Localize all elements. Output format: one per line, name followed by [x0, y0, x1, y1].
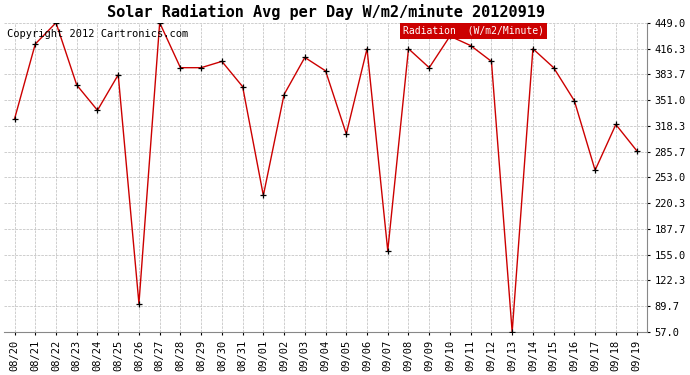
Text: Radiation  (W/m2/Minute): Radiation (W/m2/Minute) [403, 26, 544, 36]
Title: Solar Radiation Avg per Day W/m2/minute 20120919: Solar Radiation Avg per Day W/m2/minute … [106, 4, 544, 20]
Text: Copyright 2012 Cartronics.com: Copyright 2012 Cartronics.com [8, 29, 188, 39]
